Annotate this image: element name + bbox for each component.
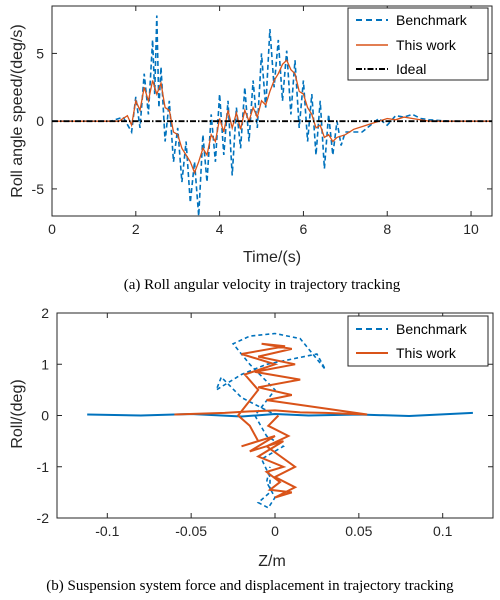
legend-benchmark-label: Benchmark: [396, 12, 468, 28]
chart-b-ytick-label: 1: [41, 356, 49, 372]
chart-b-ytick-label: -2: [37, 510, 50, 526]
chart-b-xtick-label: 0: [271, 523, 279, 539]
chart-a-caption: (a) Roll angular velocity in trajectory …: [124, 277, 401, 293]
chart-a-series-this-work: [52, 59, 492, 175]
chart-a-series: [52, 15, 492, 216]
chart-a-legend: Benchmark This work Ideal: [347, 7, 489, 81]
chart-a-ticks: 0 2 4 6 8 10 -5 0 5: [32, 6, 492, 237]
chart-a-ytick-label: 0: [36, 113, 44, 129]
chart-a-ylabel: Roll angle speed/(deg/s): [9, 24, 26, 197]
chart-a-xtick-label: 6: [300, 221, 308, 237]
chart-b-series: [87, 332, 473, 509]
chart-a-ytick-label: -5: [32, 181, 45, 197]
chart-a-xtick-label: 10: [463, 221, 479, 237]
chart-b-xtick-label: 0.05: [345, 523, 372, 539]
chart-b-series-this-work: [174, 342, 368, 499]
chart-b-ytick-label: -1: [37, 459, 50, 475]
chart-a-xtick-label: 4: [216, 221, 224, 237]
chart-a-xlabel: Time/(s): [243, 249, 301, 266]
chart-b-xtick-label: -0.1: [95, 523, 119, 539]
chart-b-legend: Benchmark This work: [347, 315, 489, 367]
legend-b-this-work-label: This work: [396, 345, 457, 361]
chart-b-legend-box: [347, 315, 489, 367]
legend-b-benchmark-label: Benchmark: [396, 321, 468, 337]
chart-b-series-benchmark: [87, 411, 473, 418]
chart-b-xlabel: Z/m: [258, 553, 286, 570]
chart-a-xtick-label: 8: [383, 221, 391, 237]
chart-b-xtick-label: -0.05: [175, 523, 207, 539]
chart-a-ytick-label: 5: [36, 45, 44, 61]
legend-ideal-label: Ideal: [396, 61, 426, 77]
chart-a-xtick-label: 2: [132, 221, 140, 237]
chart-b-ticks: -0.1 -0.05 0 0.05 0.1 -2 -1 0 1 2: [37, 305, 493, 539]
chart-b-xtick-label: 0.1: [433, 523, 453, 539]
chart-b-ytick-label: 0: [41, 408, 49, 424]
chart-b-caption: (b) Suspension system force and displace…: [46, 578, 454, 594]
chart-b-ytick-label: 2: [41, 305, 49, 321]
chart-b-ylabel: Roll/(deg): [9, 379, 26, 448]
legend-this-work-label: This work: [396, 37, 457, 53]
chart-a-xtick-label: 0: [48, 221, 56, 237]
